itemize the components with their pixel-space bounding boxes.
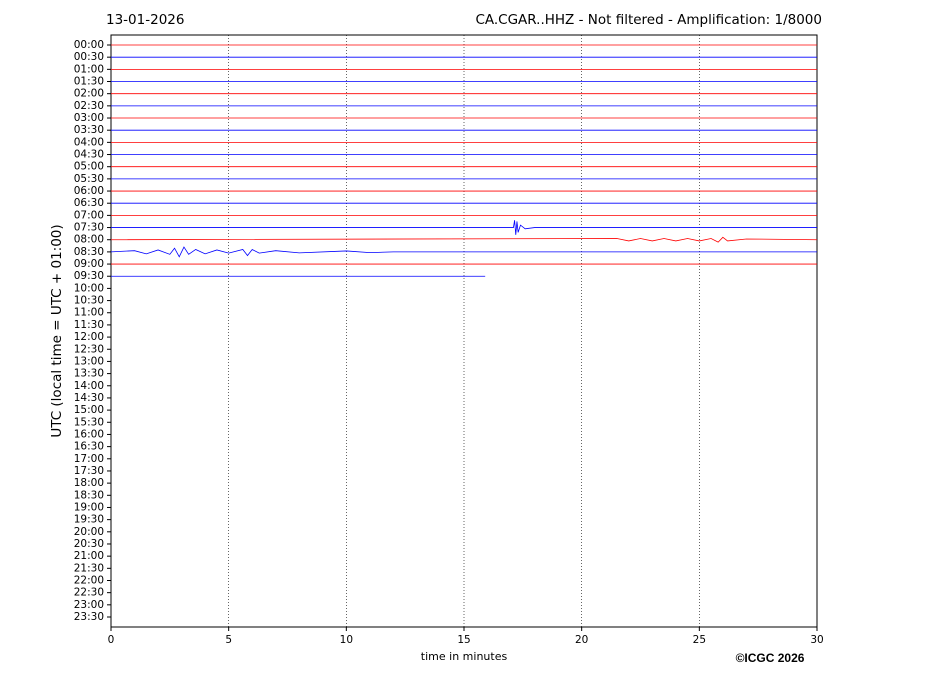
y-tick-label: 12:00 xyxy=(74,331,104,343)
y-tick-label: 03:00 xyxy=(74,112,104,124)
x-tick-label: 20 xyxy=(575,634,588,646)
y-tick-label: 16:30 xyxy=(74,441,104,453)
y-tick-label: 12:30 xyxy=(74,343,104,355)
seismic-trace xyxy=(111,220,817,235)
y-tick-label: 00:00 xyxy=(74,39,104,51)
x-axis-label: time in minutes xyxy=(421,650,508,663)
y-tick-label: 10:30 xyxy=(74,295,104,307)
y-tick-label: 07:00 xyxy=(74,209,104,221)
y-tick-label: 19:00 xyxy=(74,501,104,513)
y-tick-label: 01:30 xyxy=(74,76,104,88)
y-tick-label: 09:00 xyxy=(74,258,104,270)
y-tick-label: 04:30 xyxy=(74,149,104,161)
y-tick-label: 02:00 xyxy=(74,88,104,100)
x-tick-label: 15 xyxy=(457,634,470,646)
y-tick-label: 17:00 xyxy=(74,453,104,465)
y-tick-label: 23:00 xyxy=(74,599,104,611)
y-tick-label: 01:00 xyxy=(74,63,104,75)
y-tick-label: 04:00 xyxy=(74,136,104,148)
x-tick-label: 0 xyxy=(108,634,115,646)
copyright: ©ICGC 2026 xyxy=(736,651,805,665)
plot-frame xyxy=(110,34,818,628)
y-tick-label: 21:00 xyxy=(74,550,104,562)
y-tick-label: 18:30 xyxy=(74,489,104,501)
y-tick-label: 14:00 xyxy=(74,380,104,392)
x-tick-label: 25 xyxy=(693,634,706,646)
y-tick-label: 16:00 xyxy=(74,428,104,440)
seismic-trace xyxy=(110,236,818,243)
y-tick-label: 19:30 xyxy=(74,514,104,526)
y-tick-label: 15:00 xyxy=(74,404,104,416)
y-tick-label: 05:30 xyxy=(74,173,104,185)
y-axis-label: UTC (local time = UTC + 01:00) xyxy=(49,224,65,437)
y-tick-label: 15:30 xyxy=(74,416,104,428)
y-tick-label: 20:00 xyxy=(74,526,104,538)
y-tick-label: 06:30 xyxy=(74,197,104,209)
seismic-trace xyxy=(110,246,817,258)
y-tick-label: 22:00 xyxy=(74,574,104,586)
y-tick-label: 05:00 xyxy=(74,161,104,173)
y-tick-label: 06:00 xyxy=(74,185,104,197)
y-tick-label: 11:30 xyxy=(74,319,104,331)
x-tick-label: 5 xyxy=(225,634,232,646)
y-tick-label: 10:00 xyxy=(74,282,104,294)
y-tick-label: 11:00 xyxy=(74,307,104,319)
y-tick-label: 07:30 xyxy=(74,222,104,234)
y-tick-label: 14:30 xyxy=(74,392,104,404)
date: 13-01-2026 xyxy=(106,12,184,28)
chart-title: CA.CGAR..HHZ - Not filtered - Amplificat… xyxy=(475,12,822,28)
y-tick-label: 21:30 xyxy=(74,562,104,574)
y-tick-label: 09:30 xyxy=(74,270,104,282)
y-tick-label: 22:30 xyxy=(74,587,104,599)
y-tick-label: 08:00 xyxy=(74,234,104,246)
x-tick-label: 10 xyxy=(340,634,353,646)
y-tick-label: 17:30 xyxy=(74,465,104,477)
y-tick-label: 08:30 xyxy=(74,246,104,258)
y-tick-label: 03:30 xyxy=(74,124,104,136)
y-tick-label: 20:30 xyxy=(74,538,104,550)
y-tick-label: 13:00 xyxy=(74,355,104,367)
y-tick-label: 02:30 xyxy=(74,100,104,112)
x-tick-label: 30 xyxy=(810,634,823,646)
y-tick-label: 18:00 xyxy=(74,477,104,489)
y-tick-label: 13:30 xyxy=(74,368,104,380)
y-tick-label: 00:30 xyxy=(74,51,104,63)
y-tick-label: 23:30 xyxy=(74,611,104,623)
